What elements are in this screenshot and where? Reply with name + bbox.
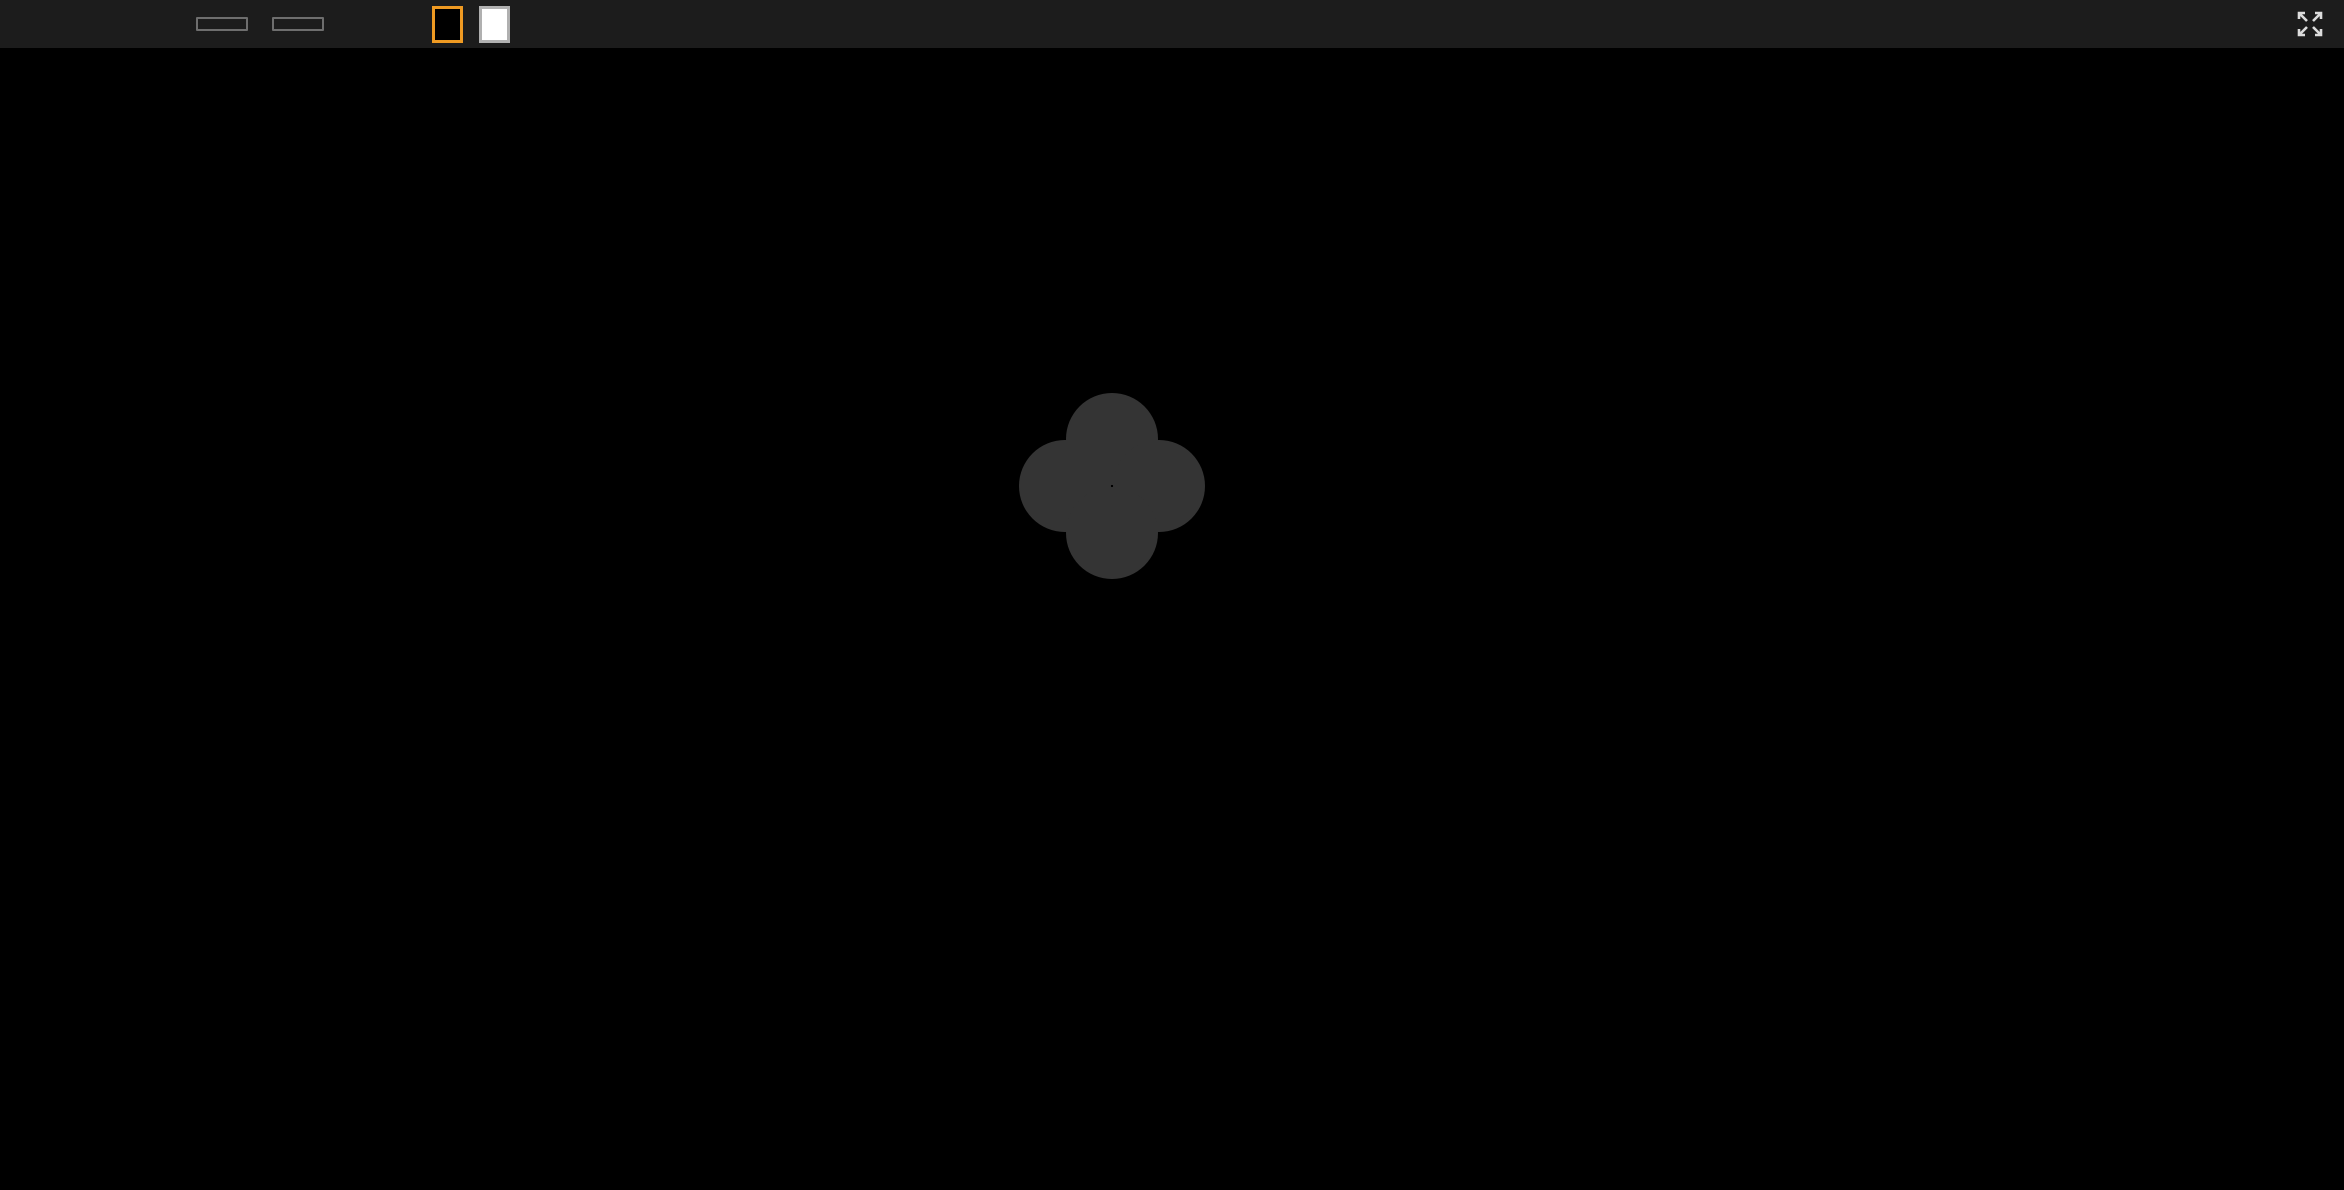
tools-button[interactable] xyxy=(272,17,324,31)
theme-control xyxy=(416,5,510,43)
fullscreen-button[interactable] xyxy=(2294,8,2326,40)
chart-canvas[interactable] xyxy=(0,48,2344,1190)
okex-logo-icon xyxy=(1018,392,1206,580)
theme-light-swatch[interactable] xyxy=(479,5,510,43)
indicator-button[interactable] xyxy=(196,17,248,31)
expand-arrows-icon xyxy=(2297,11,2323,37)
watermark xyxy=(1018,392,1230,580)
toolbar xyxy=(0,0,2344,48)
chart-area xyxy=(0,48,2344,1190)
theme-dark-swatch[interactable] xyxy=(432,5,463,43)
